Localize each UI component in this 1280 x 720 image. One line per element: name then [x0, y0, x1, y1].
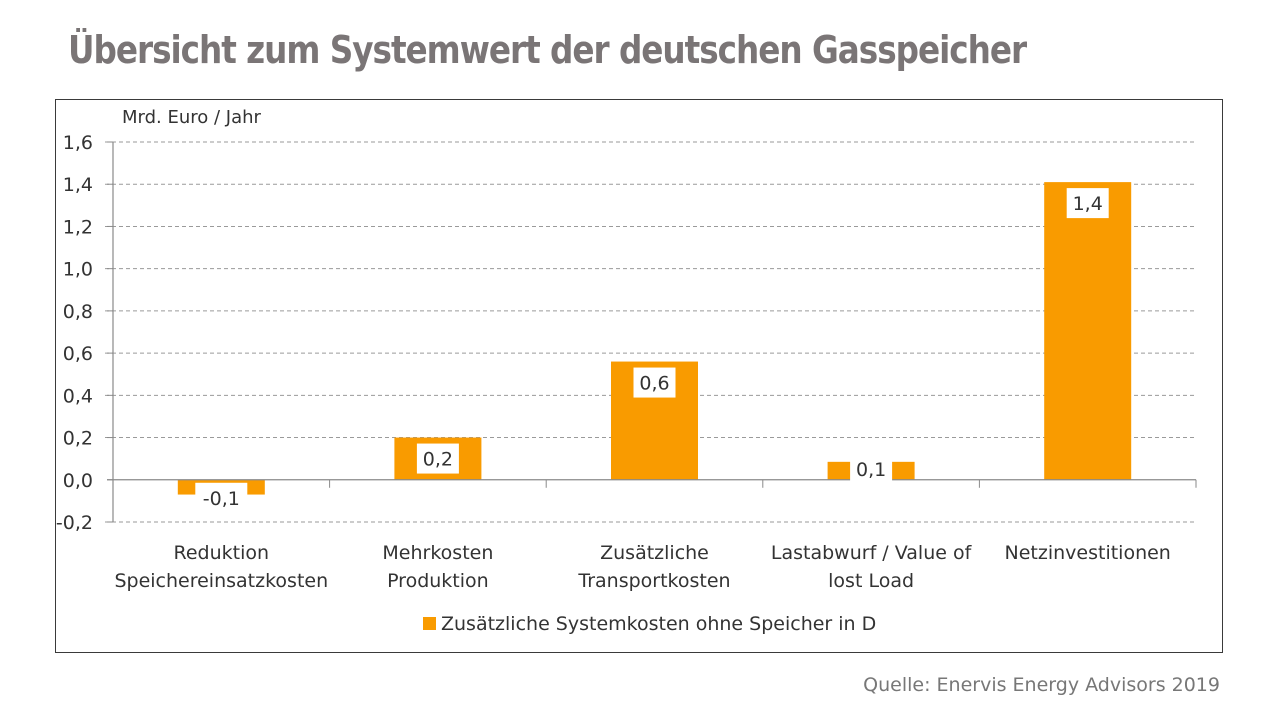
data-label-text: 0,2 [423, 449, 453, 471]
data-label: 0,6 [633, 367, 676, 398]
chart-frame [55, 99, 1223, 653]
y-tick-label: 1,4 [63, 174, 93, 196]
data-label: 1,4 [1066, 188, 1109, 219]
page-title: Übersicht zum Systemwert der deutschen G… [68, 28, 1027, 72]
y-tick-label: 1,0 [63, 259, 93, 281]
x-tick-label-line: Mehrkosten [382, 542, 493, 564]
legend-swatch [423, 617, 436, 630]
y-tick-label: 0,6 [63, 343, 93, 365]
data-label: 0,1 [850, 453, 893, 484]
data-label-text: 0,6 [639, 373, 669, 395]
x-tick-label-line: lost Load [828, 570, 914, 592]
x-tick-label-line: Reduktion [174, 542, 270, 564]
x-tick-label: Reduktion Speichereinsatzkosten [114, 542, 328, 592]
x-tick-label-line: Lastabwurf / Value of [771, 542, 973, 564]
x-tick-label: Zusätzliche Transportkosten [577, 542, 730, 592]
y-tick-label: 0,8 [63, 301, 93, 323]
y-tick-label: -0,2 [56, 512, 93, 534]
x-tick-label-line: Transportkosten [577, 570, 730, 592]
data-label-text: -0,1 [203, 488, 240, 510]
data-label: -0,1 [195, 482, 248, 513]
x-tick-label: Mehrkosten Produktion [382, 542, 493, 592]
x-axis-labels: Reduktion Speichereinsatzkosten Mehrkosten… [114, 542, 1170, 592]
bar [1044, 182, 1132, 480]
y-axis-title: Mrd. Euro / Jahr [122, 107, 262, 128]
y-tick-label: 0,0 [63, 470, 93, 492]
data-label-box [1066, 188, 1109, 219]
axes [107, 142, 1197, 522]
data-label-box [195, 482, 248, 513]
legend: Zusätzliche Systemkosten ohne Speicher i… [423, 613, 876, 635]
data-label-text: 0,1 [856, 459, 886, 481]
legend-label: Zusätzliche Systemkosten ohne Speicher i… [441, 613, 876, 635]
data-labels: -0,1 0,2 0,6 0,1 1,4 [195, 188, 1109, 513]
x-tick-label: Lastabwurf / Value of lost Load [771, 542, 973, 592]
y-tick-label: 1,2 [63, 216, 93, 238]
data-label-box [850, 453, 893, 484]
x-tick-label-line: Netzinvestitionen [1005, 542, 1171, 564]
source-note: Quelle: Enervis Energy Advisors 2019 [863, 674, 1220, 696]
y-axis-ticks: -0,2 0,0 0,2 0,4 0,6 0,8 1,0 1,2 1,4 1,6 [56, 132, 113, 534]
x-tick-label-line: Zusätzliche [600, 542, 709, 564]
data-label-text: 1,4 [1073, 193, 1103, 215]
y-tick-label: 0,2 [63, 428, 93, 450]
data-label-box [416, 443, 459, 474]
data-label: 0,2 [416, 443, 459, 474]
x-tick-label-line: Produktion [387, 570, 489, 592]
y-tick-label: 0,4 [63, 385, 93, 407]
x-tick-label-line: Speichereinsatzkosten [114, 570, 328, 592]
x-tick-label: Netzinvestitionen [1005, 542, 1171, 564]
bars [177, 182, 1132, 495]
data-label-box [633, 367, 676, 398]
y-tick-label: 1,6 [63, 132, 93, 154]
